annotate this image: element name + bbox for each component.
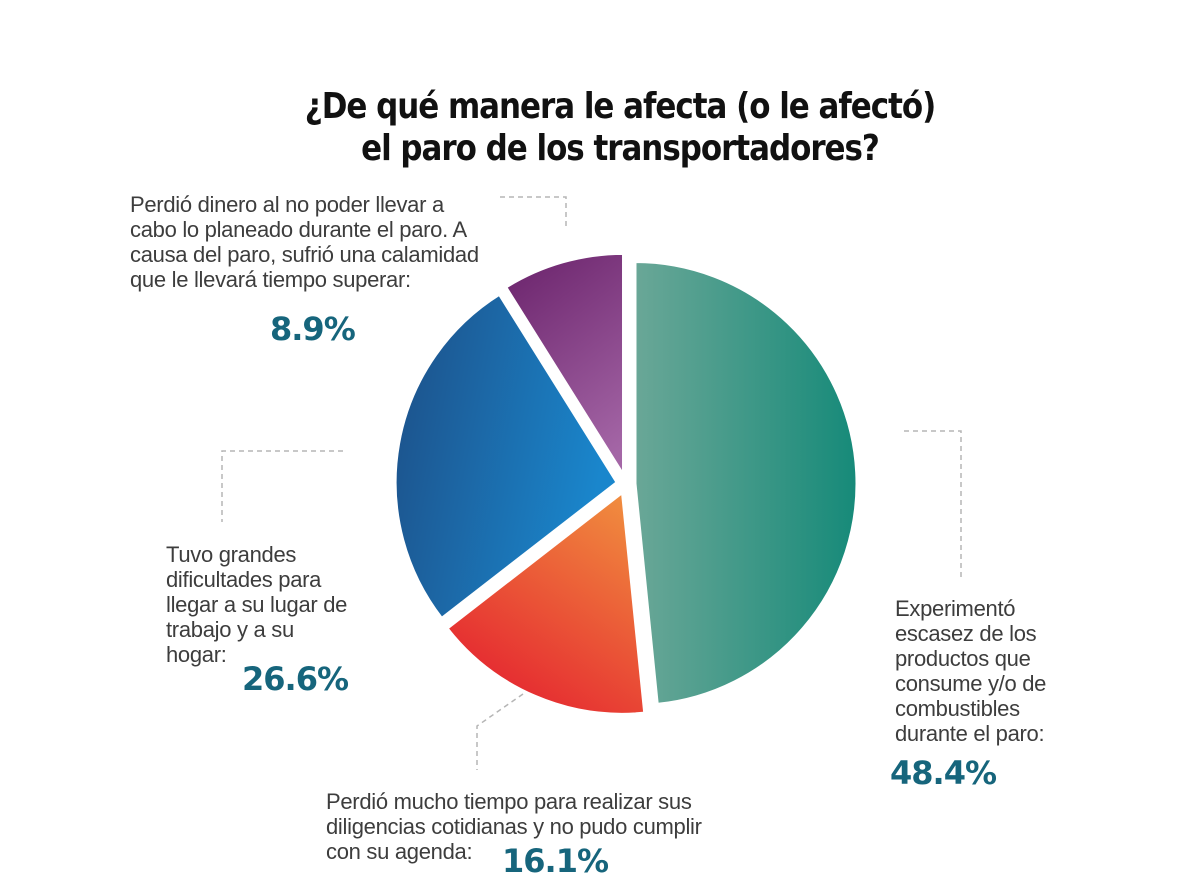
label-shortage: Experimentó escasez de los productos que… — [895, 596, 1046, 746]
label-commute-line: llegar a su lugar de — [166, 592, 348, 617]
label-shortage-line: consume y/o de — [895, 671, 1047, 696]
label-money-line: que le llevará tiempo superar: — [130, 267, 411, 292]
label-money-line: cabo lo planeado durante el paro. A — [130, 217, 467, 242]
label-money-line: causa del paro, sufrió una calamidad — [130, 242, 479, 267]
value-label-money: 8.9% — [270, 310, 356, 348]
value-label-time: 16.1% — [502, 842, 609, 880]
label-commute-line: hogar: — [166, 642, 227, 667]
label-shortage-line: combustibles — [895, 696, 1020, 721]
pie-slice-time — [444, 489, 647, 716]
leader-line-commute — [221, 450, 343, 522]
label-shortage-line: Experimentó — [895, 596, 1016, 621]
label-time-line: con su agenda: — [326, 839, 473, 864]
label-time-line: diligencias cotidianas y no pudo cumplir — [326, 814, 702, 839]
leader-line-money — [500, 196, 567, 228]
label-commute-line: Tuvo grandes — [166, 542, 297, 567]
chart-title: ¿De qué manera le afecta (o le afectó) e… — [87, 86, 1153, 170]
label-time-line: Perdió mucho tiempo para realizar sus — [326, 789, 692, 814]
label-shortage-line: durante el paro: — [895, 721, 1045, 746]
chart-title-line-2: el paro de los transportadores? — [361, 128, 880, 169]
pie-slice-shortage — [633, 260, 859, 707]
pie-slice-commute — [393, 292, 620, 621]
value-label-shortage: 48.4% — [890, 754, 997, 792]
label-commute: Tuvo grandes dificultades para llegar a … — [166, 542, 347, 667]
label-time: Perdió mucho tiempo para realizar sus di… — [326, 789, 702, 864]
chart-title-line-1: ¿De qué manera le afecta (o le afectó) — [304, 86, 936, 127]
label-money: Perdió dinero al no poder llevar a cabo … — [130, 192, 479, 292]
value-label-commute: 26.6% — [242, 660, 349, 698]
label-shortage-line: productos que — [895, 646, 1031, 671]
pie-slices — [393, 251, 859, 716]
label-commute-line: dificultades para — [166, 567, 322, 592]
leader-line-time — [476, 693, 524, 770]
leader-lines — [221, 196, 962, 770]
label-commute-line: trabajo y a su — [166, 617, 294, 642]
label-money-line: Perdió dinero al no poder llevar a — [130, 192, 444, 217]
leader-line-shortage — [904, 430, 962, 578]
pie-slice-money — [503, 251, 626, 481]
label-shortage-line: escasez de los — [895, 621, 1037, 646]
